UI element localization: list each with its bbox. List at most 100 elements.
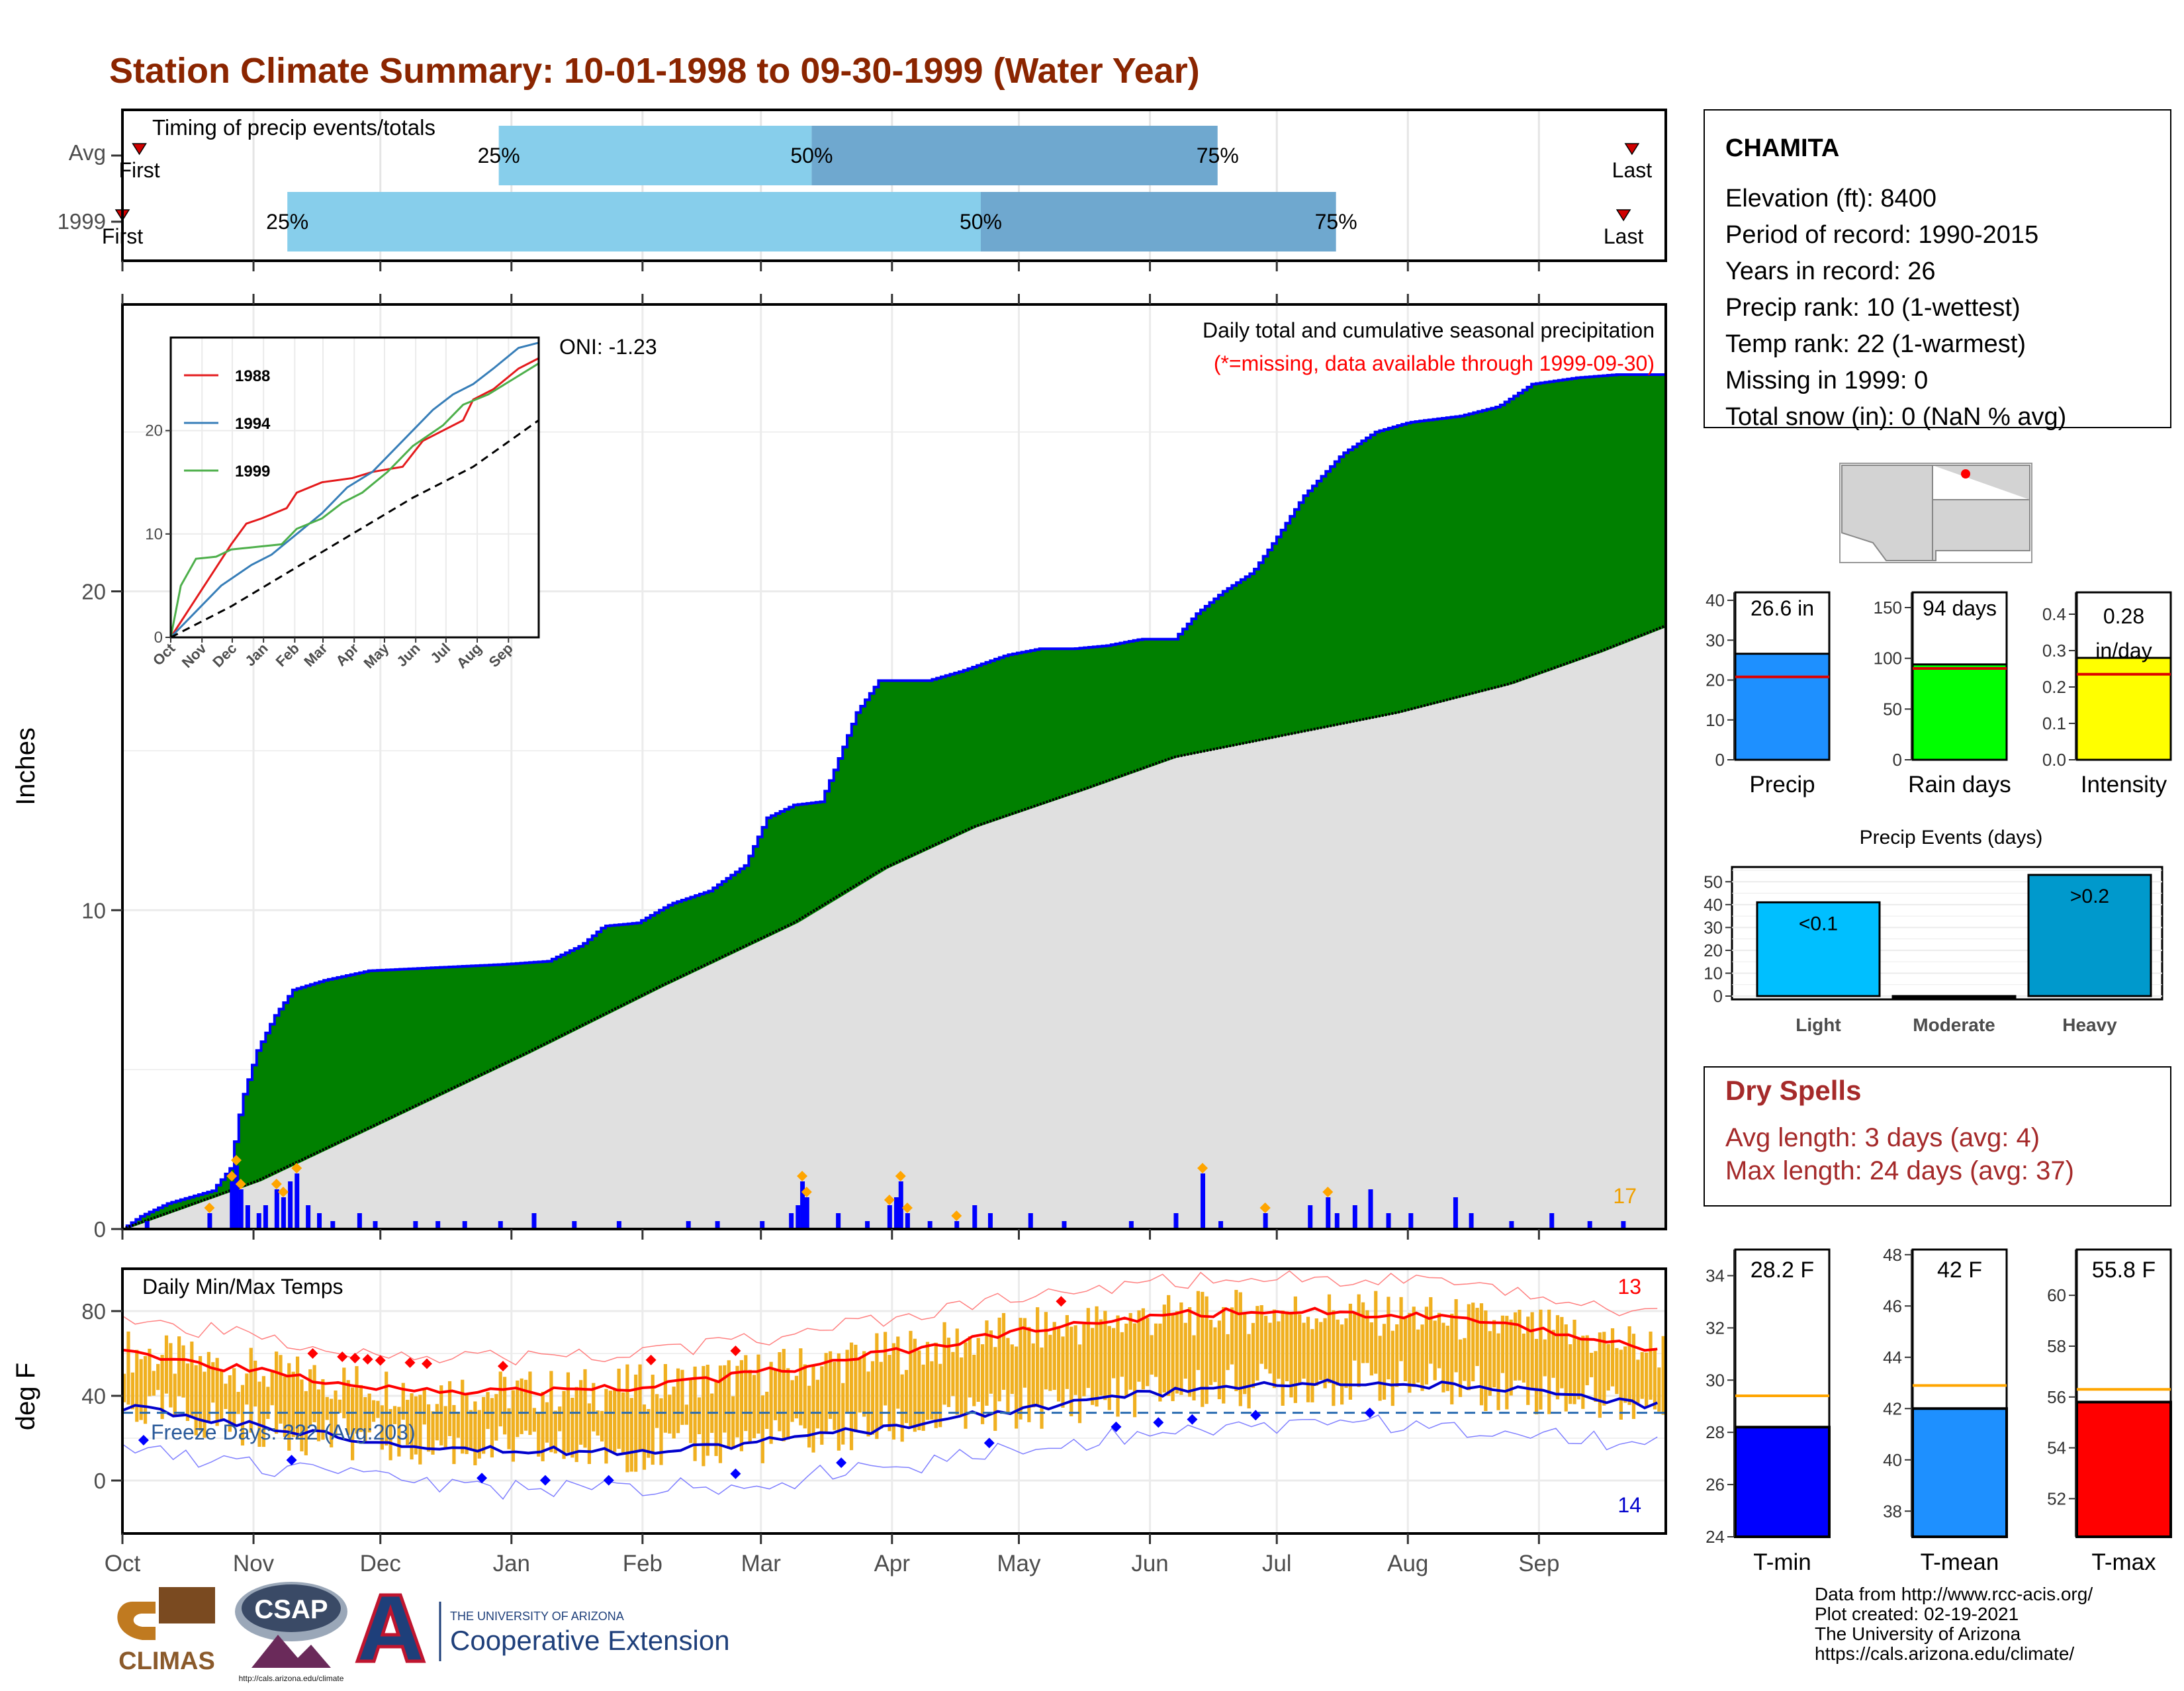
events-ytick-label: 10 bbox=[1704, 963, 1723, 983]
daily-temp-bar bbox=[1150, 1335, 1154, 1375]
daily-temp-bar bbox=[330, 1398, 334, 1447]
climas-logo: CLIMAS bbox=[117, 1587, 215, 1675]
daily-temp-bar bbox=[1636, 1359, 1640, 1404]
daily-temp-bar bbox=[803, 1364, 807, 1429]
temp-bar-tick: 24 bbox=[1706, 1527, 1725, 1547]
temp-bar-tick: 38 bbox=[1883, 1501, 1902, 1521]
daily-precip-bar bbox=[1218, 1221, 1224, 1229]
daily-temp-bar bbox=[1289, 1313, 1293, 1398]
daily-temp-bar bbox=[1259, 1305, 1263, 1364]
event-count: 17 bbox=[1613, 1184, 1637, 1208]
daily-temp-bar bbox=[1107, 1326, 1111, 1410]
record-low-marker bbox=[836, 1457, 847, 1469]
station-line: Missing in 1999: 0 bbox=[1725, 367, 1928, 394]
daily-temp-bar bbox=[1500, 1315, 1505, 1373]
inset-series-1999 bbox=[169, 362, 539, 638]
station-line: Precip rank: 10 (1-wettest) bbox=[1725, 294, 2021, 322]
summary-bars: 26.6 in 0 10 20 30 40 Precip 94 days 0 50 100 150 Ra… bbox=[1706, 590, 2172, 798]
daily-precip-bar bbox=[789, 1213, 794, 1229]
daily-temp-bar bbox=[1077, 1344, 1082, 1424]
daily-temp-bar bbox=[562, 1391, 566, 1459]
daily-temp-bar bbox=[385, 1371, 388, 1446]
daily-temp-bar bbox=[541, 1391, 545, 1461]
month-label: Sep bbox=[1518, 1551, 1559, 1577]
dry-spells-avg: Avg length: 3 days (avg: 4) bbox=[1725, 1123, 2040, 1152]
temp-bar-label: T-min bbox=[1753, 1549, 1811, 1575]
temp-ytick-label: 80 bbox=[81, 1299, 106, 1324]
daily-precip-bar bbox=[898, 1181, 903, 1229]
daily-precip-bar bbox=[836, 1213, 841, 1229]
summary-bar-value: 26.6 in bbox=[1751, 596, 1814, 620]
daily-temp-bar bbox=[164, 1335, 169, 1394]
csap-url: http://cals.arizona.edu/climate bbox=[239, 1674, 344, 1683]
events-ytick-label: 50 bbox=[1704, 872, 1723, 891]
daily-temp-bar bbox=[1048, 1334, 1052, 1391]
daily-temp-bar bbox=[422, 1388, 426, 1425]
summary-bar-tick: 0 bbox=[1893, 750, 1902, 770]
daily-temp-bar bbox=[668, 1394, 672, 1434]
daily-precip-bar bbox=[1326, 1197, 1331, 1229]
inset-legend-label: 1994 bbox=[235, 415, 271, 433]
record-high-marker bbox=[349, 1352, 361, 1363]
station-name: CHAMITA bbox=[1725, 134, 1839, 162]
freeze-days: Freeze Days: 222 (Avg:203) bbox=[151, 1420, 416, 1444]
daily-temp-bar bbox=[215, 1357, 219, 1426]
daily-temp-bar bbox=[351, 1387, 355, 1461]
daily-temp-bar bbox=[122, 1373, 126, 1402]
daily-temp-bar bbox=[951, 1351, 955, 1396]
temp-bar-tick: 56 bbox=[2047, 1387, 2066, 1407]
temp-bar-tick: 52 bbox=[2047, 1488, 2066, 1508]
summary-bar-label: Intensity bbox=[2081, 772, 2167, 798]
daily-temp-bar bbox=[1539, 1309, 1543, 1410]
daily-precip-bar bbox=[1549, 1213, 1555, 1229]
daily-temp-bar bbox=[1361, 1302, 1365, 1363]
events-ytick-label: 0 bbox=[1713, 986, 1723, 1006]
daily-temp-bar bbox=[1251, 1322, 1255, 1389]
daily-temp-bar bbox=[794, 1375, 799, 1419]
daily-temp-bar bbox=[338, 1399, 342, 1413]
daily-temp-bar bbox=[1576, 1338, 1581, 1400]
avg-cumulative-area bbox=[122, 625, 1666, 1229]
daily-temp-bar bbox=[1179, 1302, 1183, 1395]
daily-temp-bar bbox=[887, 1355, 891, 1432]
daily-temp-bar bbox=[401, 1383, 405, 1420]
daily-temp-bar bbox=[1167, 1295, 1171, 1396]
summary-bar-fill bbox=[1734, 653, 1831, 761]
temp-bar-value: 42 F bbox=[1937, 1257, 1982, 1283]
timing-y1999-p25: 25% bbox=[266, 210, 308, 234]
daily-temp-bar bbox=[528, 1371, 532, 1436]
daily-temp-bar bbox=[185, 1363, 190, 1421]
daily-temp-bar bbox=[930, 1361, 934, 1420]
cumulative-1999-line bbox=[122, 373, 1666, 1230]
daily-temp-bar bbox=[498, 1371, 502, 1427]
dry-spells-box: Dry Spells Avg length: 3 days (avg: 4) M… bbox=[1704, 1066, 2171, 1207]
daily-temp-bar bbox=[486, 1392, 490, 1430]
daily-temp-bar bbox=[1205, 1296, 1208, 1404]
daily-temp-bar bbox=[596, 1410, 600, 1436]
heavy-event-marker bbox=[230, 1155, 242, 1165]
record-low-marker bbox=[1187, 1414, 1198, 1425]
daily-temp-bar bbox=[1475, 1308, 1479, 1366]
timing-y1999-last-marker bbox=[1615, 209, 1631, 222]
daily-temp-bar bbox=[824, 1353, 828, 1432]
daily-temp-bar bbox=[1441, 1322, 1445, 1393]
heavy-event-marker bbox=[226, 1171, 238, 1181]
daily-temp-bar bbox=[807, 1385, 811, 1448]
daily-precip-bar bbox=[987, 1213, 993, 1229]
precip-panel: 0 10 20 Inches Daily total and cumulative … bbox=[11, 261, 1667, 1242]
daily-precip-bar bbox=[330, 1221, 336, 1229]
daily-temp-bar bbox=[257, 1381, 261, 1447]
daily-temp-bar bbox=[1141, 1308, 1145, 1390]
month-label: May bbox=[997, 1551, 1041, 1577]
daily-temp-bar bbox=[1217, 1320, 1221, 1400]
daily-precip-bar bbox=[1062, 1221, 1067, 1229]
daily-temp-bar bbox=[913, 1338, 917, 1432]
daily-temp-bar bbox=[1293, 1296, 1297, 1403]
daily-precip-bar bbox=[927, 1221, 933, 1229]
daily-precip-bar bbox=[800, 1181, 805, 1229]
daily-temp-bar bbox=[574, 1387, 578, 1463]
daily-precip-bar bbox=[1469, 1213, 1474, 1229]
heavy-event-marker bbox=[951, 1211, 962, 1221]
timing-y1999-p50: 50% bbox=[960, 210, 1002, 234]
